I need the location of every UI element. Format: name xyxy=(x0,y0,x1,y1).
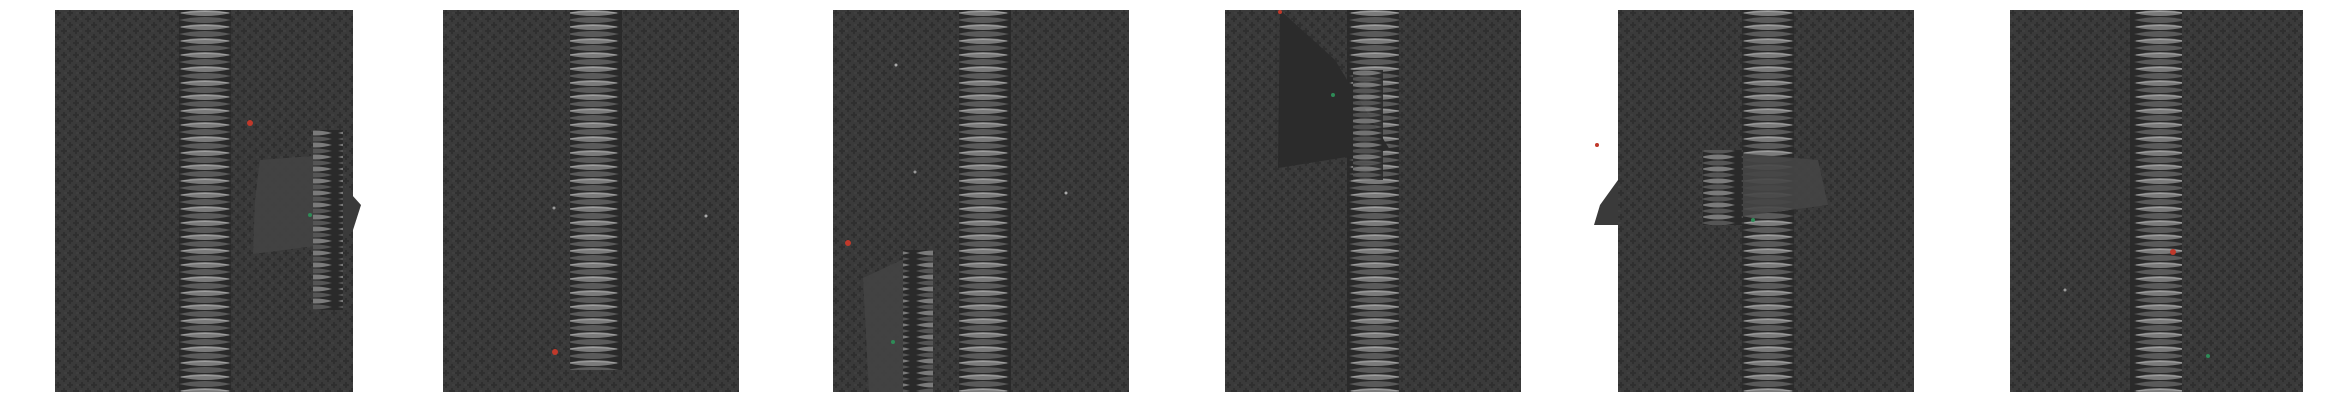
zipper-sample-3 xyxy=(833,10,1131,392)
zipper-sample-4 xyxy=(1225,10,1523,392)
zipper-sample-2 xyxy=(443,10,741,392)
zipper-sample-1 xyxy=(55,10,361,392)
defect-tab-overhang xyxy=(1590,10,1620,392)
zipper-sample-5 xyxy=(1618,10,1918,392)
zipper-sample-6 xyxy=(2010,10,2306,392)
